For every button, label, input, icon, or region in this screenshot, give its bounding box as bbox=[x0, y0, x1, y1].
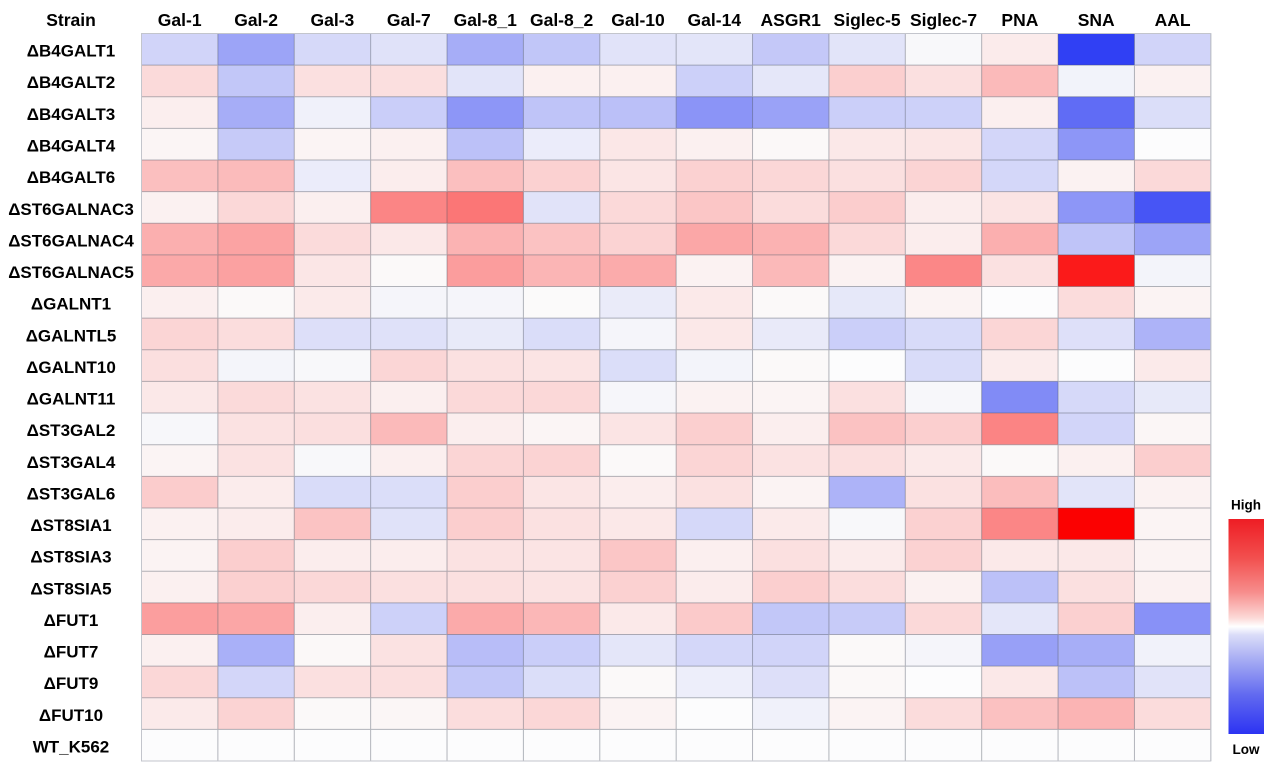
svg-text:High: High bbox=[1231, 498, 1261, 513]
svg-text:SNA: SNA bbox=[1078, 10, 1115, 30]
svg-text:Low: Low bbox=[1233, 742, 1260, 757]
svg-text:ΔST8SIA3: ΔST8SIA3 bbox=[30, 548, 111, 567]
svg-text:ASGR1: ASGR1 bbox=[761, 10, 822, 30]
svg-text:ΔST8SIA1: ΔST8SIA1 bbox=[30, 516, 111, 535]
svg-text:ΔST6GALNAC3: ΔST6GALNAC3 bbox=[8, 200, 134, 219]
svg-text:PNA: PNA bbox=[1001, 10, 1038, 30]
svg-text:ΔGALNT10: ΔGALNT10 bbox=[26, 358, 116, 377]
svg-text:ΔGALNT1: ΔGALNT1 bbox=[31, 295, 111, 314]
svg-text:Gal-2: Gal-2 bbox=[234, 10, 278, 30]
svg-text:Siglec-7: Siglec-7 bbox=[910, 10, 977, 30]
svg-text:ΔFUT7: ΔFUT7 bbox=[44, 643, 99, 662]
svg-text:Gal-1: Gal-1 bbox=[158, 10, 202, 30]
svg-text:Gal-3: Gal-3 bbox=[311, 10, 355, 30]
svg-text:ΔFUT1: ΔFUT1 bbox=[44, 611, 99, 630]
svg-text:ΔFUT9: ΔFUT9 bbox=[44, 674, 99, 693]
svg-text:Gal-7: Gal-7 bbox=[387, 10, 431, 30]
svg-text:ΔST6GALNAC4: ΔST6GALNAC4 bbox=[8, 231, 134, 250]
svg-text:Gal-10: Gal-10 bbox=[611, 10, 665, 30]
svg-text:WT_K562: WT_K562 bbox=[33, 738, 110, 757]
svg-text:ΔST3GAL6: ΔST3GAL6 bbox=[27, 484, 116, 503]
svg-text:ΔGALNTL5: ΔGALNTL5 bbox=[26, 326, 117, 345]
svg-text:Gal-14: Gal-14 bbox=[688, 10, 742, 30]
svg-text:ΔB4GALT1: ΔB4GALT1 bbox=[27, 42, 115, 61]
svg-text:Siglec-5: Siglec-5 bbox=[834, 10, 901, 30]
svg-text:ΔB4GALT2: ΔB4GALT2 bbox=[27, 73, 115, 92]
svg-text:ΔST3GAL2: ΔST3GAL2 bbox=[27, 421, 116, 440]
svg-text:ΔGALNT11: ΔGALNT11 bbox=[27, 390, 116, 409]
svg-text:Strain: Strain bbox=[46, 10, 96, 30]
svg-text:Gal-8_1: Gal-8_1 bbox=[454, 10, 517, 30]
svg-text:ΔST6GALNAC5: ΔST6GALNAC5 bbox=[8, 263, 134, 282]
svg-text:ΔB4GALT4: ΔB4GALT4 bbox=[27, 137, 116, 156]
svg-text:Gal-8_2: Gal-8_2 bbox=[530, 10, 593, 30]
svg-text:ΔST3GAL4: ΔST3GAL4 bbox=[27, 453, 116, 472]
svg-text:ΔB4GALT6: ΔB4GALT6 bbox=[27, 168, 115, 187]
svg-text:ΔST8SIA5: ΔST8SIA5 bbox=[30, 579, 111, 598]
svg-text:ΔFUT10: ΔFUT10 bbox=[39, 706, 103, 725]
svg-text:AAL: AAL bbox=[1155, 10, 1191, 30]
svg-text:ΔB4GALT3: ΔB4GALT3 bbox=[27, 105, 115, 124]
